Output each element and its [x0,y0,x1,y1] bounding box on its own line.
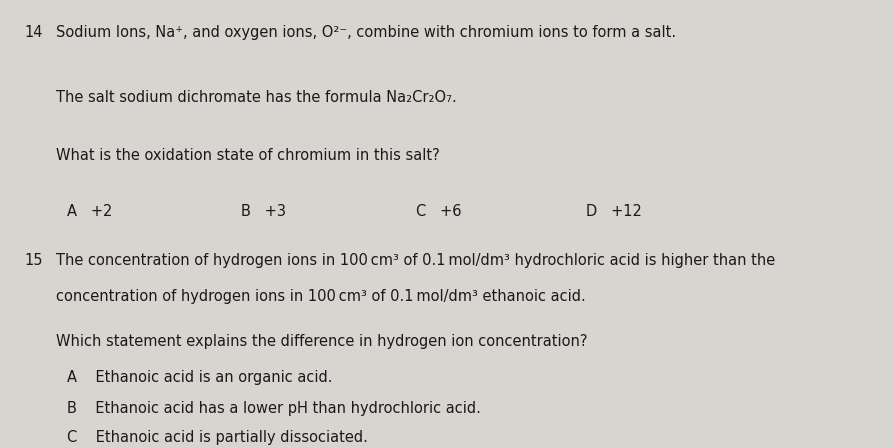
Text: A    Ethanoic acid is an organic acid.: A Ethanoic acid is an organic acid. [67,370,333,384]
Text: A   +2: A +2 [67,204,113,219]
Text: The concentration of hydrogen ions in 100 cm³ of 0.1 mol/dm³ hydrochloric acid i: The concentration of hydrogen ions in 10… [56,253,776,268]
Text: What is the oxidation state of chromium in this salt?: What is the oxidation state of chromium … [56,148,440,163]
Text: B    Ethanoic acid has a lower pH than hydrochloric acid.: B Ethanoic acid has a lower pH than hydr… [67,401,481,416]
Text: Sodium Ions, Na⁺, and oxygen ions, O²⁻, combine with chromium ions to form a sal: Sodium Ions, Na⁺, and oxygen ions, O²⁻, … [56,25,677,39]
Text: C    Ethanoic acid is partially dissociated.: C Ethanoic acid is partially dissociated… [67,430,368,445]
Text: C   +6: C +6 [416,204,461,219]
Text: Which statement explains the difference in hydrogen ion concentration?: Which statement explains the difference … [56,334,588,349]
Text: The salt sodium dichromate has the formula Na₂Cr₂O₇.: The salt sodium dichromate has the formu… [56,90,457,104]
Text: 14: 14 [24,25,43,39]
Text: 15: 15 [24,253,43,268]
Text: B   +3: B +3 [241,204,286,219]
Text: concentration of hydrogen ions in 100 cm³ of 0.1 mol/dm³ ethanoic acid.: concentration of hydrogen ions in 100 cm… [56,289,586,304]
Text: D   +12: D +12 [586,204,642,219]
